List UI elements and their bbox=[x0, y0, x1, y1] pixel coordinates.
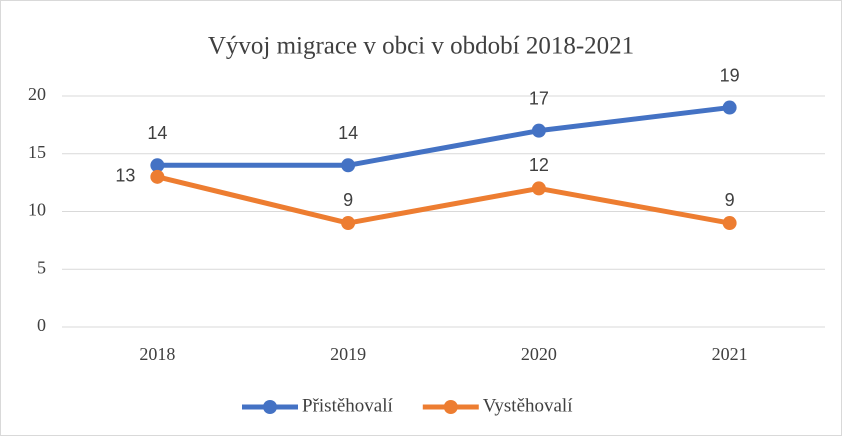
data-point bbox=[531, 123, 546, 138]
chart-title: Vývoj migrace v obci v období 2018-2021 bbox=[208, 33, 634, 60]
series-line bbox=[156, 174, 731, 226]
data-label: 14 bbox=[338, 123, 358, 143]
legend-marker bbox=[263, 400, 277, 414]
y-tick-label: 5 bbox=[37, 257, 46, 277]
data-point bbox=[150, 158, 165, 173]
data-label: 17 bbox=[529, 88, 549, 108]
y-tick-label: 20 bbox=[28, 84, 46, 104]
data-point bbox=[722, 216, 737, 231]
legend-label: Přistěhovalí bbox=[302, 395, 393, 416]
y-tick-label: 10 bbox=[28, 200, 46, 220]
x-tick-label: 2020 bbox=[521, 344, 557, 364]
data-point bbox=[722, 100, 737, 115]
data-label: 14 bbox=[147, 123, 167, 143]
data-label: 13 bbox=[115, 166, 135, 186]
legend-marker bbox=[443, 400, 458, 414]
legend-label: Vystěhovalí bbox=[483, 395, 573, 416]
data-label: 19 bbox=[720, 65, 740, 85]
x-tick-label: 2018 bbox=[139, 344, 175, 364]
x-tick-label: 2021 bbox=[712, 344, 748, 364]
series-line bbox=[157, 105, 730, 168]
y-tick-label: 15 bbox=[28, 142, 46, 162]
data-label: 9 bbox=[343, 190, 353, 210]
data-point bbox=[531, 181, 546, 196]
data-point bbox=[150, 169, 165, 184]
x-tick-label: 2019 bbox=[330, 344, 366, 364]
data-point bbox=[341, 158, 356, 173]
data-point bbox=[341, 216, 356, 231]
data-label: 9 bbox=[725, 190, 735, 210]
y-tick-label: 0 bbox=[37, 315, 46, 335]
data-label: 12 bbox=[529, 155, 549, 175]
